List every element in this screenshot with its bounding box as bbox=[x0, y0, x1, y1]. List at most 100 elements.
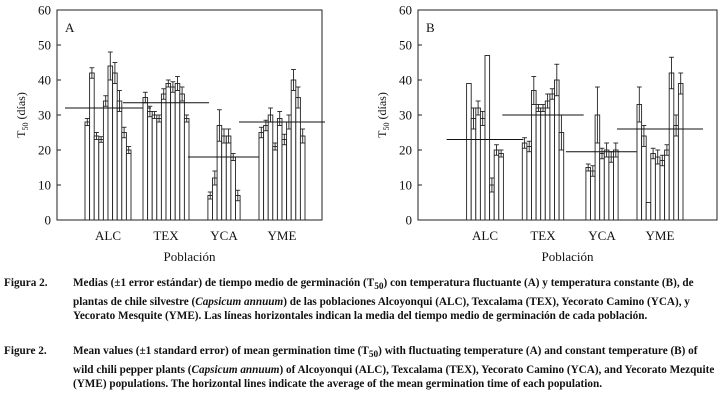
bar bbox=[89, 72, 95, 221]
caption-english-segment: Mean values (±1 standard error) of mean … bbox=[73, 345, 369, 357]
bar bbox=[295, 97, 301, 221]
bar bbox=[585, 167, 591, 221]
caption-spanish-segment: Capsicum annuum bbox=[195, 295, 284, 308]
x-tick-label: TEX bbox=[530, 228, 556, 243]
bar bbox=[673, 125, 679, 221]
y-tick-label: 30 bbox=[38, 108, 51, 123]
panel-label: B bbox=[426, 20, 435, 35]
bar bbox=[93, 135, 100, 221]
figure-plots: 0 10 20 30 40 50 60 T50 (días) A Población ALC TEX Y… bbox=[14, 3, 718, 264]
bar bbox=[174, 83, 181, 221]
bar bbox=[112, 72, 118, 221]
bar bbox=[230, 156, 236, 221]
y-tick-label: 60 bbox=[38, 3, 51, 18]
bar bbox=[151, 114, 158, 221]
bar bbox=[272, 146, 278, 221]
caption-english-segment: ) of Alcoyonqui (ALC), Texcalama (TEX), … bbox=[73, 363, 715, 391]
bar bbox=[170, 86, 176, 221]
bar bbox=[142, 97, 149, 221]
y-tick-label: 10 bbox=[399, 178, 412, 193]
bar bbox=[276, 118, 283, 221]
bar bbox=[225, 135, 232, 221]
caption-spanish-label: Figura 2. bbox=[4, 277, 48, 289]
caption-english-segment: Capsicum annuum bbox=[191, 363, 280, 376]
caption-english-segment: ) with fluctuating temperature (A) and c… bbox=[73, 345, 698, 376]
bar bbox=[549, 93, 555, 221]
bar bbox=[125, 149, 132, 221]
x-axis-label: Población bbox=[164, 249, 216, 264]
y-tick-label: 20 bbox=[38, 143, 51, 158]
caption-english-text: Mean values (±1 standard error) of mean … bbox=[4, 344, 720, 392]
bar bbox=[470, 118, 477, 221]
caption-spanish-text: Medias (±1 error estándar) de tiempo med… bbox=[4, 276, 720, 324]
bar bbox=[267, 114, 274, 221]
x-axis-label: Población bbox=[542, 249, 594, 264]
panel-label: A bbox=[65, 20, 75, 35]
chart-panel-a: 0 10 20 30 40 50 60 T50 (días) A Población ALC TEX Y… bbox=[14, 3, 325, 264]
bar bbox=[258, 132, 265, 221]
bar bbox=[116, 100, 123, 221]
bar bbox=[521, 142, 528, 221]
bar bbox=[590, 170, 596, 221]
bar bbox=[98, 139, 104, 221]
bar bbox=[650, 153, 656, 221]
bar bbox=[677, 83, 684, 221]
bar bbox=[160, 93, 167, 221]
y-axis-label: T50 (días) bbox=[375, 92, 391, 138]
x-tick-label: YME bbox=[268, 228, 297, 243]
bar bbox=[466, 83, 472, 221]
bar bbox=[147, 111, 153, 221]
bar bbox=[281, 139, 288, 221]
bar bbox=[179, 93, 185, 221]
bar bbox=[664, 149, 670, 221]
bar bbox=[84, 121, 91, 221]
bar bbox=[659, 160, 666, 221]
bar bbox=[603, 149, 610, 221]
bar bbox=[263, 125, 269, 221]
x-tick-label: YME bbox=[646, 228, 675, 243]
y-tick-label: 50 bbox=[399, 38, 412, 53]
bar bbox=[183, 118, 190, 221]
bar bbox=[221, 135, 227, 221]
x-tick-label: TEX bbox=[153, 228, 179, 243]
caption-spanish-segment: ) de las poblaciones Alcoyonqui (ALC), T… bbox=[73, 295, 690, 323]
caption-english-label: Figure 2. bbox=[4, 345, 47, 357]
caption-english: Figure 2. Mean values (±1 standard error… bbox=[4, 344, 720, 392]
bar bbox=[498, 153, 504, 221]
caption-spanish: Figura 2. Medias (±1 error estándar) de … bbox=[4, 276, 720, 324]
bar bbox=[102, 100, 109, 221]
x-tick-label: YCA bbox=[588, 228, 616, 243]
bar bbox=[535, 107, 542, 221]
y-tick-label: 60 bbox=[399, 3, 412, 18]
bar bbox=[608, 156, 614, 221]
y-tick-label: 50 bbox=[38, 38, 51, 53]
bar bbox=[107, 65, 114, 221]
bar bbox=[540, 107, 546, 221]
y-tick-label: 30 bbox=[399, 108, 412, 123]
y-tick-label: 40 bbox=[399, 73, 412, 88]
bar bbox=[613, 149, 619, 221]
y-tick-label: 10 bbox=[38, 178, 51, 193]
bar bbox=[475, 107, 481, 221]
bar bbox=[156, 118, 162, 221]
bar bbox=[554, 79, 560, 221]
bar bbox=[493, 149, 500, 221]
bar bbox=[165, 83, 172, 221]
y-tick-label: 20 bbox=[399, 143, 412, 158]
bar bbox=[641, 135, 647, 221]
bar bbox=[526, 146, 532, 221]
caption-spanish-segment: Medias (±1 error estándar) de tiempo med… bbox=[73, 277, 375, 289]
y-tick-label: 0 bbox=[45, 213, 52, 228]
bar bbox=[668, 72, 675, 221]
caption-english-segment: 50 bbox=[368, 350, 379, 361]
y-tick-label: 0 bbox=[406, 213, 413, 228]
bar bbox=[484, 55, 491, 221]
x-tick-label: ALC bbox=[95, 228, 121, 243]
bar bbox=[531, 90, 537, 221]
bar bbox=[544, 100, 551, 221]
bar bbox=[645, 202, 652, 221]
x-tick-label: YCA bbox=[210, 228, 238, 243]
y-axis-label: T50 (días) bbox=[14, 92, 30, 138]
caption-spanish-segment: ) con temperatura fluctuante (A) y tempe… bbox=[73, 277, 694, 308]
caption-spanish-segment: 50 bbox=[374, 282, 384, 293]
